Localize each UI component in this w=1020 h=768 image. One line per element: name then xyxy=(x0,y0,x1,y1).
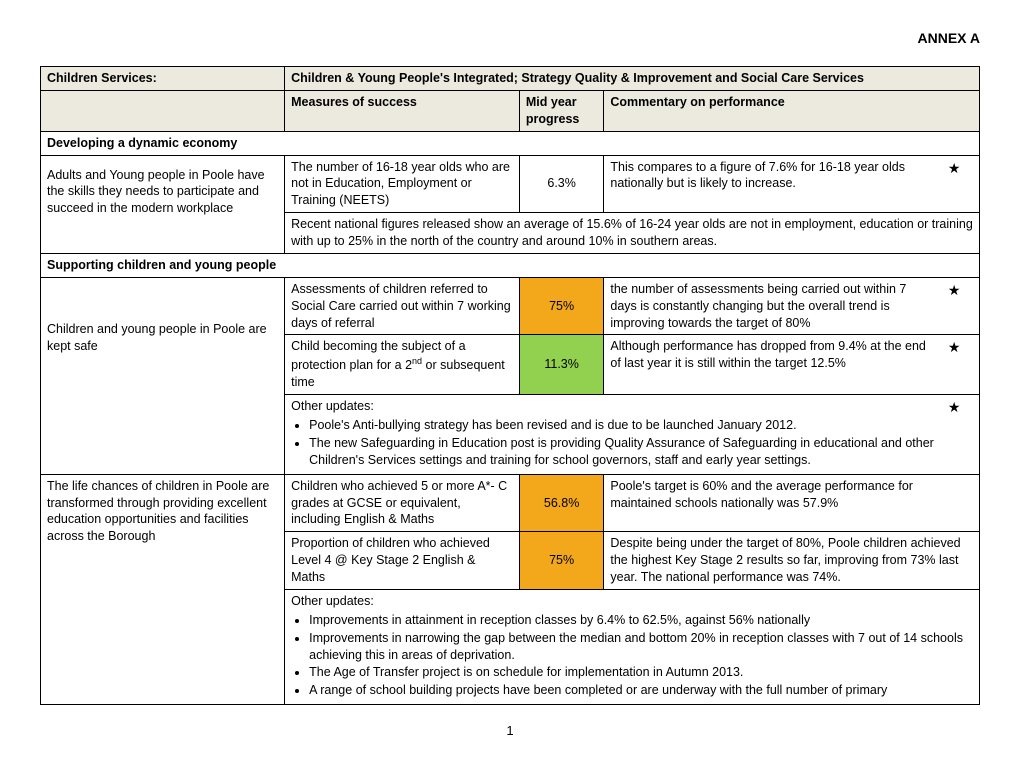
table-row: Children and young people in Poole are k… xyxy=(41,277,980,335)
header-services: Children Services: xyxy=(41,67,285,91)
section-children: Supporting children and young people xyxy=(41,253,980,277)
header-title: Children & Young People's Integrated; St… xyxy=(285,67,980,91)
objective-text: Children and young people in Poole are k… xyxy=(41,277,285,474)
table-row: Developing a dynamic economy xyxy=(41,131,980,155)
objective-text: Adults and Young people in Poole have th… xyxy=(41,155,285,253)
measure-text: The number of 16-18 year olds who are no… xyxy=(285,155,520,213)
commentary-text: Although performance has dropped from 9.… xyxy=(604,335,942,395)
text: Other updates: xyxy=(291,594,374,608)
table-row: Measures of success Mid year progress Co… xyxy=(41,90,980,131)
section-economy: Developing a dynamic economy xyxy=(41,131,980,155)
table-row: Supporting children and young people xyxy=(41,253,980,277)
other-updates: Other updates: Poole's Anti-bullying str… xyxy=(285,395,942,475)
annex-title: ANNEX A xyxy=(40,30,980,46)
list-item: Improvements in narrowing the gap betwee… xyxy=(309,630,973,664)
list-item: Improvements in attainment in reception … xyxy=(309,612,973,629)
commentary-text: Poole's target is 60% and the average pe… xyxy=(604,474,980,532)
commentary-text: Despite being under the target of 80%, P… xyxy=(604,532,980,590)
progress-value: 56.8% xyxy=(519,474,604,532)
text: Children and young people in Poole are k… xyxy=(47,322,267,353)
measure-text: Assessments of children referred to Soci… xyxy=(285,277,520,335)
table-row: Adults and Young people in Poole have th… xyxy=(41,155,980,213)
table-row: Children Services: Children & Young Peop… xyxy=(41,67,980,91)
text: Other updates: xyxy=(291,399,374,413)
list-item: The new Safeguarding in Education post i… xyxy=(309,435,936,469)
header-blank xyxy=(41,90,285,131)
progress-value: 6.3% xyxy=(519,155,604,213)
commentary-text: the number of assessments being carried … xyxy=(604,277,942,335)
star-icon: ★ xyxy=(942,395,980,475)
page-number: 1 xyxy=(40,723,980,738)
measure-text: Proportion of children who achieved Leve… xyxy=(285,532,520,590)
performance-table: Children Services: Children & Young Peop… xyxy=(40,66,980,705)
measure-text: Children who achieved 5 or more A*- C gr… xyxy=(285,474,520,532)
list-item: The Age of Transfer project is on schedu… xyxy=(309,664,973,681)
other-updates: Other updates: Improvements in attainmen… xyxy=(285,589,980,704)
star-icon: ★ xyxy=(942,335,980,395)
commentary-text: This compares to a figure of 7.6% for 16… xyxy=(604,155,942,213)
star-icon: ★ xyxy=(942,277,980,335)
progress-value: 11.3% xyxy=(519,335,604,395)
list-item: Poole's Anti-bullying strategy has been … xyxy=(309,417,936,434)
header-progress: Mid year progress xyxy=(519,90,604,131)
progress-value: 75% xyxy=(519,277,604,335)
header-commentary: Commentary on performance xyxy=(604,90,980,131)
text: Adults and Young people in Poole have th… xyxy=(47,168,265,216)
note-text: Recent national figures released show an… xyxy=(285,213,980,254)
list-item: A range of school building projects have… xyxy=(309,682,973,699)
objective-text: The life chances of children in Poole ar… xyxy=(41,474,285,705)
measure-text: Child becoming the subject of a protecti… xyxy=(285,335,520,395)
table-row: The life chances of children in Poole ar… xyxy=(41,474,980,532)
star-icon: ★ xyxy=(942,155,980,213)
progress-value: 75% xyxy=(519,532,604,590)
header-measures: Measures of success xyxy=(285,90,520,131)
